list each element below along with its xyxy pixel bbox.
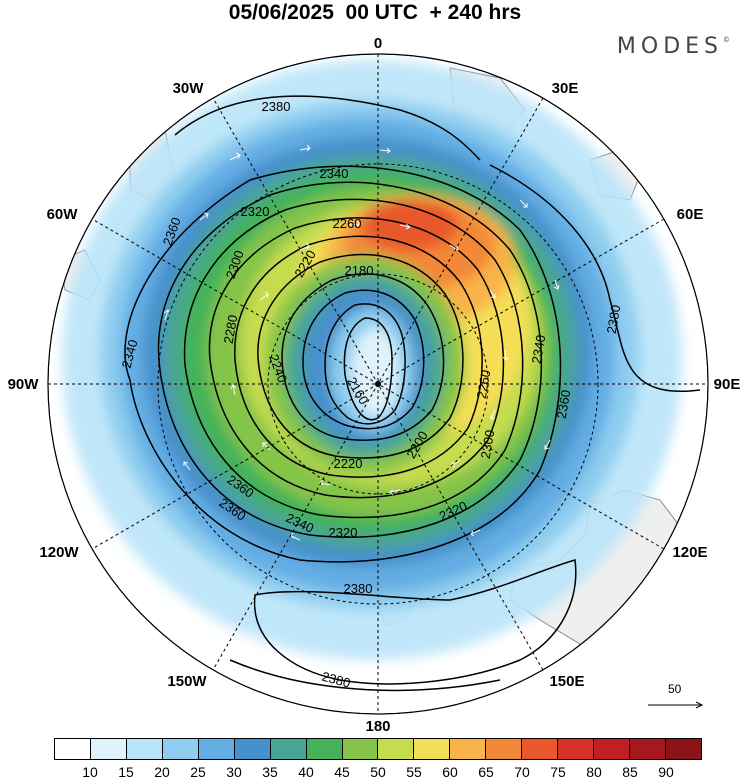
contour-label: 2340 xyxy=(320,166,349,181)
contour-label: 2360 xyxy=(554,389,574,420)
colorbar-tick-label: 20 xyxy=(154,764,170,780)
lon-label-90e: 90E xyxy=(714,376,741,393)
vector-scale-label: 50 xyxy=(668,682,682,696)
modes-logo: MODES© xyxy=(617,34,730,59)
contour-label: 2380 xyxy=(320,669,352,691)
colorbar-swatch xyxy=(486,739,523,759)
lon-label-60e: 60E xyxy=(677,206,704,223)
colorbar-swatch xyxy=(665,739,701,759)
modes-logo-text: MODES xyxy=(616,34,723,59)
lon-label-30w: 30W xyxy=(173,80,205,97)
copyright-mark: © xyxy=(723,36,730,44)
contour-label: 2300 xyxy=(478,429,498,460)
colorbar-swatch xyxy=(270,739,307,759)
lon-label-180: 180 xyxy=(365,718,390,735)
contour-label: 2280 xyxy=(221,314,241,345)
colorbar-swatch xyxy=(198,739,235,759)
colorbar-swatch xyxy=(630,739,666,759)
lon-label-30e: 30E xyxy=(552,80,579,97)
wind-speed-colorbar xyxy=(54,738,702,760)
colorbar-tick-label: 30 xyxy=(226,764,242,780)
wind-speed-shading xyxy=(62,60,682,660)
pole-marker xyxy=(375,381,381,387)
contour-label: 2340 xyxy=(529,334,549,365)
colorbar-tick-label: 40 xyxy=(298,764,314,780)
colorbar-tick-label: 85 xyxy=(622,764,638,780)
contour-label: 2320 xyxy=(241,204,270,219)
chart-title: 05/06/2025 00 UTC + 240 hrs xyxy=(228,1,522,24)
colorbar-tick-label: 90 xyxy=(658,764,674,780)
contour-label: 2320 xyxy=(329,525,358,540)
contour-label: 2260 xyxy=(474,369,494,400)
colorbar-tick-label: 55 xyxy=(406,764,422,780)
colorbar-swatch xyxy=(162,739,199,759)
colorbar-swatch xyxy=(90,739,127,759)
contour-label: 2380 xyxy=(262,99,291,114)
contour-label: 2220 xyxy=(334,456,363,471)
colorbar-tick-label: 75 xyxy=(550,764,566,780)
colorbar-swatch xyxy=(522,739,559,759)
lon-label-150w: 150W xyxy=(167,673,207,690)
colorbar-swatch xyxy=(342,739,379,759)
colorbar-tick-label: 65 xyxy=(478,764,494,780)
lon-label-150e: 150E xyxy=(549,673,584,690)
contour-label: 2180 xyxy=(345,263,374,278)
colorbar-swatch xyxy=(378,739,415,759)
colorbar-swatch xyxy=(450,739,487,759)
contour-label: 2380 xyxy=(604,304,624,335)
colorbar-tick-label: 70 xyxy=(514,764,530,780)
colorbar-tick-label: 60 xyxy=(442,764,458,780)
colorbar-tick-label: 45 xyxy=(334,764,350,780)
lon-label-60w: 60W xyxy=(47,206,79,223)
lon-label-0: 0 xyxy=(374,35,382,52)
wind-speed-field xyxy=(48,54,708,714)
colorbar-swatch xyxy=(594,739,630,759)
colorbar-tick-label: 50 xyxy=(370,764,386,780)
colorbar-swatch xyxy=(126,739,163,759)
contour-label: 2340 xyxy=(119,338,141,370)
colorbar-tick-label: 35 xyxy=(262,764,278,780)
reference-vector-arrow xyxy=(648,701,704,709)
colorbar-swatch xyxy=(306,739,343,759)
colorbar-tick-label: 80 xyxy=(586,764,602,780)
colorbar-swatch xyxy=(414,739,451,759)
colorbar-swatch xyxy=(558,739,595,759)
map-boundary-circle xyxy=(47,53,709,715)
colorbar-tick-label: 25 xyxy=(190,764,206,780)
wind-vector-arrows xyxy=(163,144,560,541)
contour-label: 2380 xyxy=(344,581,373,596)
colorbar-tick-label: 15 xyxy=(118,764,134,780)
colorbar-swatch xyxy=(234,739,271,759)
longitude-labels: 0 30E 60E 90E 120E 150E 180 150W 120W 90… xyxy=(8,35,741,735)
colorbar-swatch xyxy=(55,739,91,759)
colorbar-tick-label: 10 xyxy=(82,764,98,780)
lon-label-90w: 90W xyxy=(8,376,40,393)
lon-label-120e: 120E xyxy=(672,544,707,561)
lon-label-120w: 120W xyxy=(39,544,79,561)
colorbar-ticks: 10 15 20 25 30 35 40 45 50 55 60 65 70 75 80 85 90 xyxy=(54,764,702,782)
contour-label: 2260 xyxy=(333,216,362,231)
